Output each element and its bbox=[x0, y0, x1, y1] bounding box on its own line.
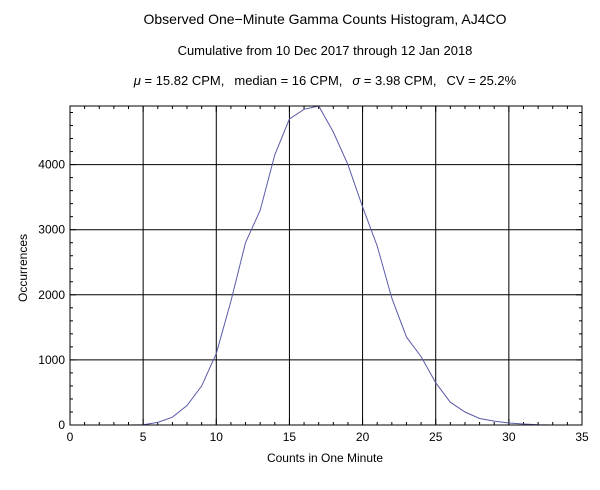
series-line bbox=[70, 105, 582, 426]
sigma-value: = 3.98 CPM, bbox=[360, 73, 436, 88]
median-value: median = 16 CPM, bbox=[234, 73, 342, 88]
x-tick-label: 20 bbox=[356, 430, 370, 444]
mu-symbol: μ bbox=[133, 73, 141, 88]
x-tick-label: 5 bbox=[140, 430, 147, 444]
chart-subtitle: Cumulative from 10 Dec 2017 through 12 J… bbox=[178, 43, 473, 58]
x-tick-label: 30 bbox=[502, 430, 516, 444]
axis-ticks bbox=[69, 106, 583, 426]
tick-labels: 0 5 10 15 20 25 30 35 0 1000 2000 3000 4000 bbox=[38, 158, 589, 444]
chart-title: Observed One−Minute Gamma Counts Histogr… bbox=[144, 11, 507, 27]
x-tick-label: 25 bbox=[429, 430, 443, 444]
grid bbox=[70, 106, 582, 425]
x-tick-label: 0 bbox=[67, 430, 74, 444]
y-tick-label: 1000 bbox=[38, 353, 65, 367]
stats-line: μ = 15.82 CPM, median = 16 CPM, σ = 3.98 C… bbox=[133, 73, 517, 88]
x-tick-label: 15 bbox=[283, 430, 297, 444]
y-tick-label: 3000 bbox=[38, 223, 65, 237]
y-axis-label: Occurrences bbox=[16, 234, 30, 302]
x-tick-label: 10 bbox=[210, 430, 224, 444]
plot-frame bbox=[69, 105, 583, 426]
cv-value: CV = 25.2% bbox=[446, 73, 516, 88]
y-tick-label: 4000 bbox=[38, 158, 65, 172]
y-tick-label: 0 bbox=[58, 418, 65, 432]
mu-value: = 15.82 CPM, bbox=[141, 73, 224, 88]
x-tick-label: 35 bbox=[575, 430, 589, 444]
sigma-symbol: σ bbox=[352, 73, 361, 88]
x-axis-label: Counts in One Minute bbox=[267, 451, 383, 465]
y-tick-label: 2000 bbox=[38, 288, 65, 302]
